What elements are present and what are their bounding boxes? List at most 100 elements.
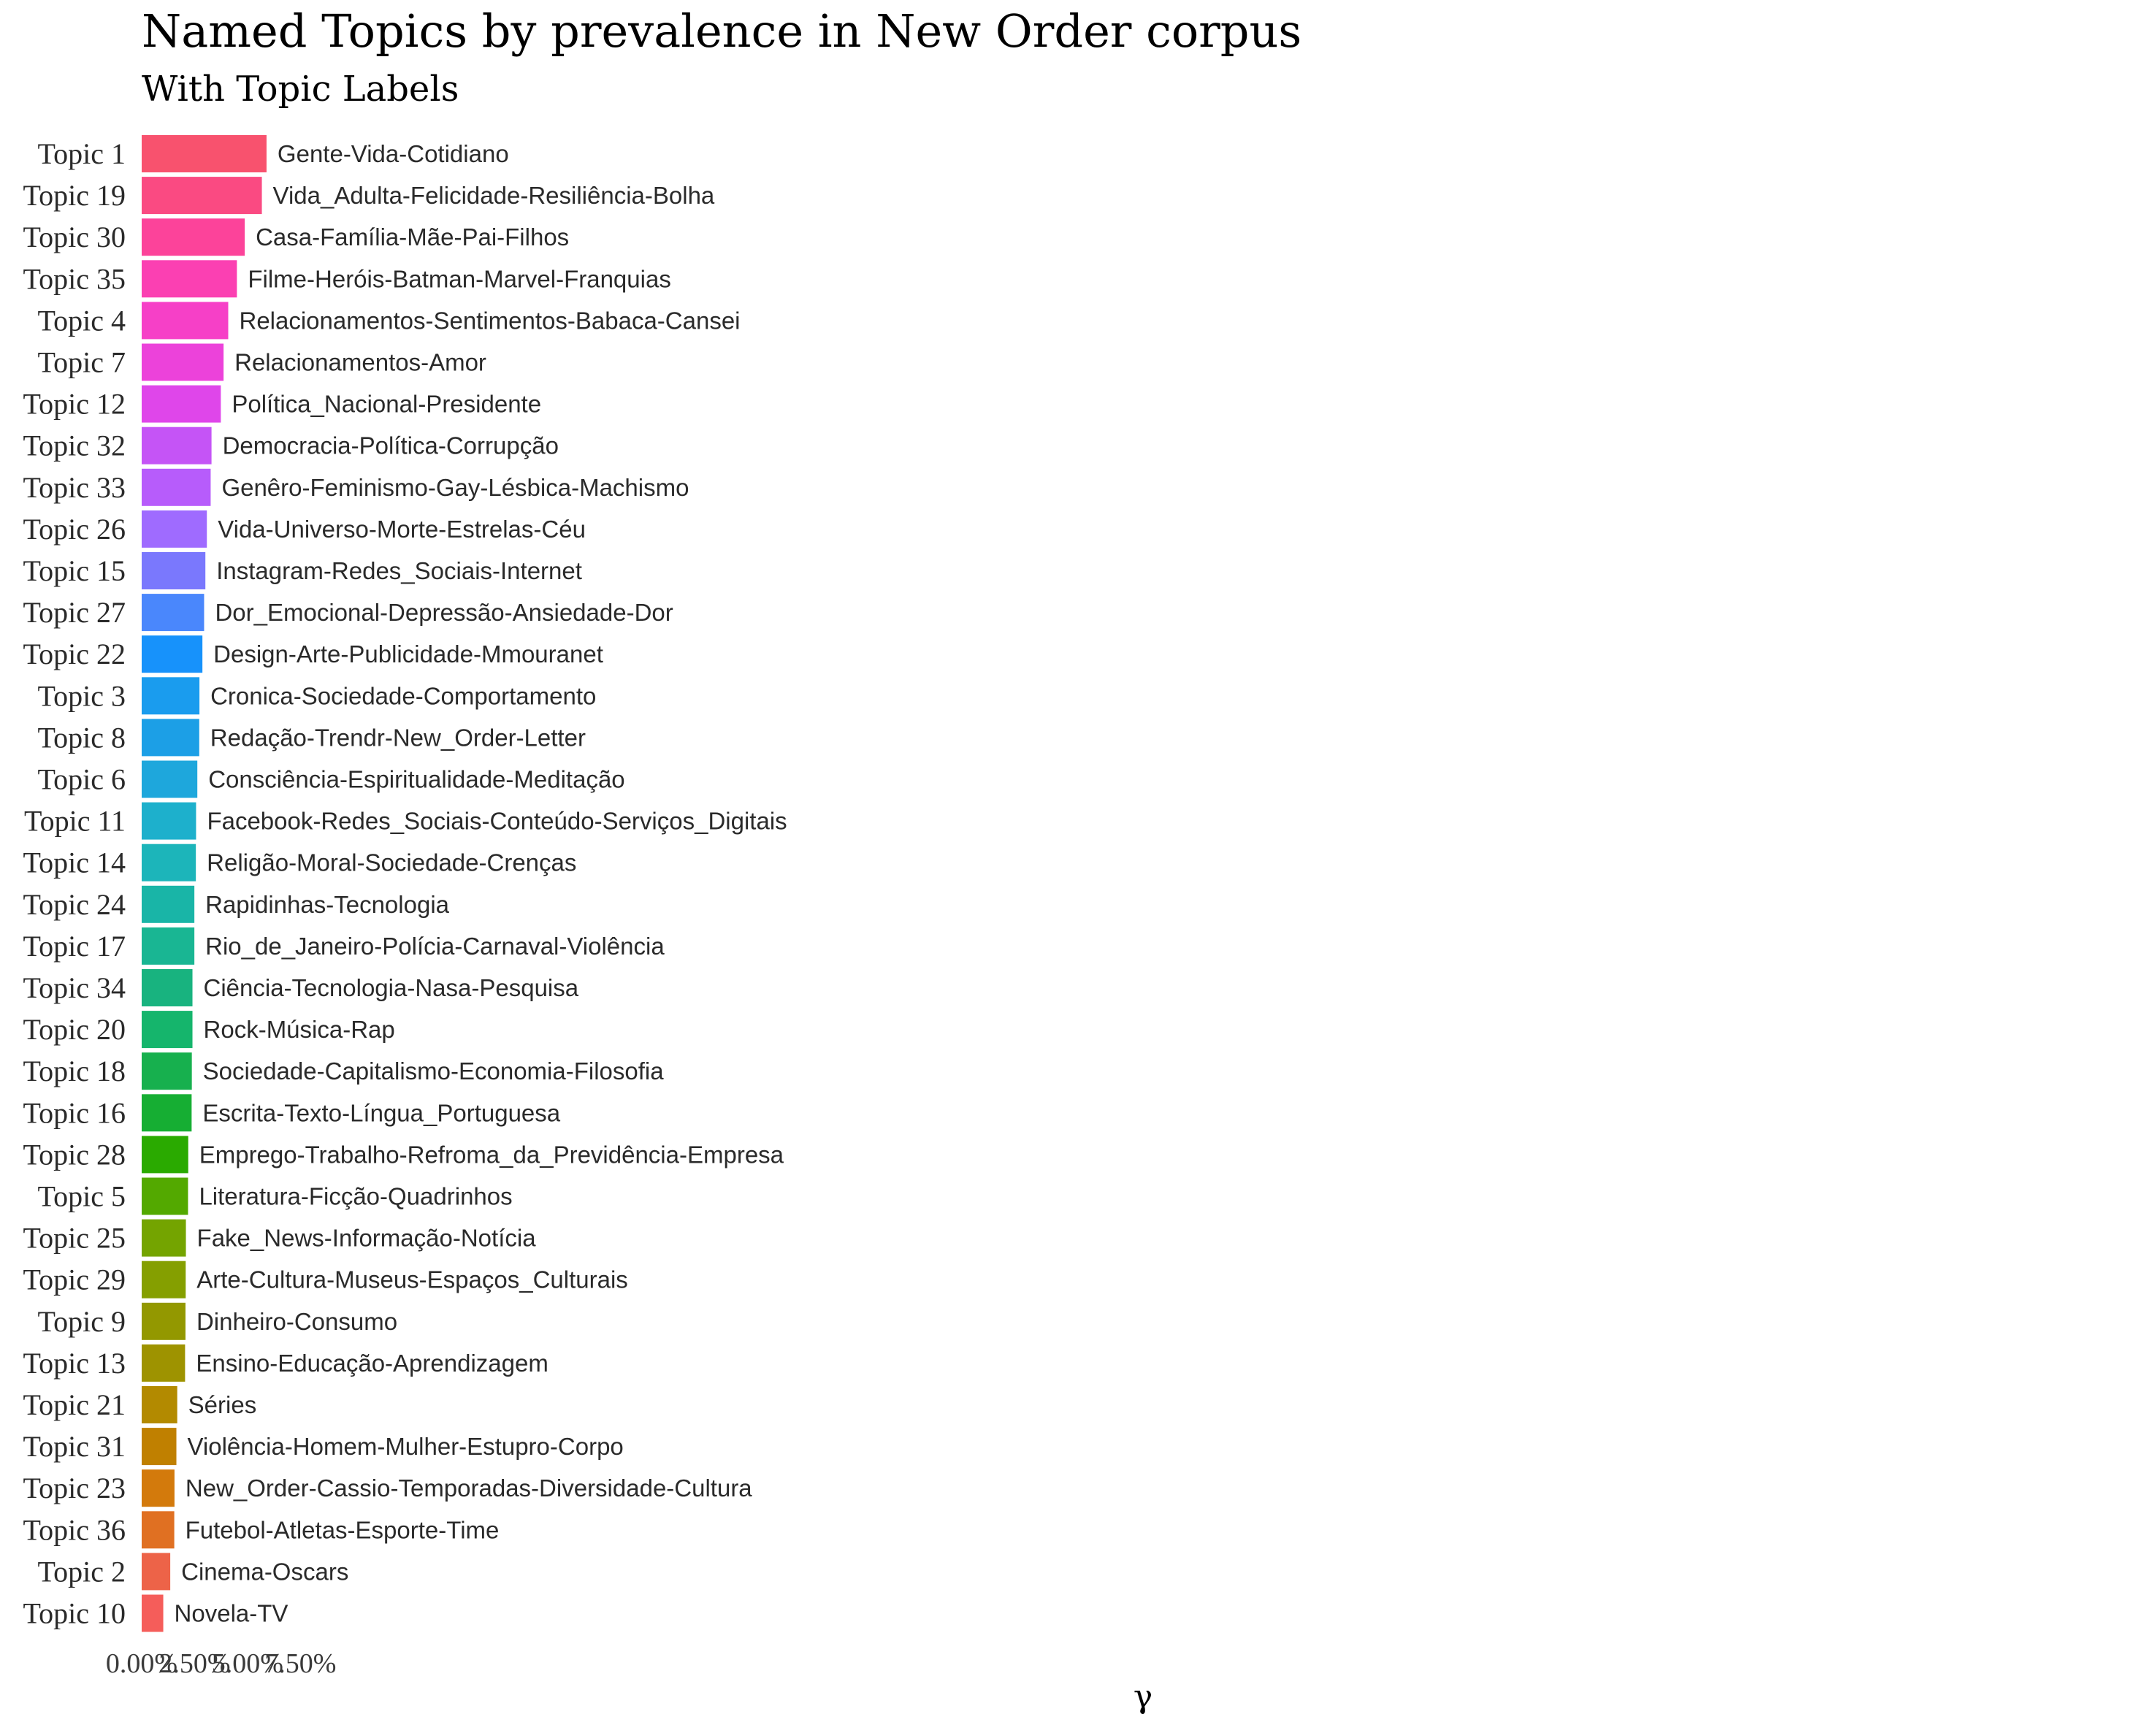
category-label: Topic 32 — [23, 429, 126, 462]
category-label: Topic 22 — [23, 638, 126, 670]
bar-label: Rio_de_Janeiro-Polícia-Carnaval-Violênci… — [205, 933, 665, 960]
category-label: Topic 5 — [37, 1180, 126, 1213]
bar — [142, 927, 195, 965]
bar — [142, 1094, 192, 1132]
bar-label: Dor_Emocional-Depressão-Ansiedade-Dor — [215, 599, 673, 626]
x-tick-label: 0.00% — [106, 1648, 177, 1679]
bar-label: Emprego-Trabalho-Refroma_da_Previdência-… — [199, 1141, 784, 1168]
bar — [142, 1011, 193, 1049]
category-label: Topic 35 — [23, 262, 126, 295]
bar — [142, 1219, 186, 1257]
bar-label: Séries — [188, 1391, 257, 1418]
category-labels: Topic 1 Topic 19 Topic 30 Topic 35 Topic 4 To… — [23, 137, 126, 1630]
category-label: Topic 18 — [23, 1055, 126, 1087]
category-label: Topic 6 — [37, 763, 126, 796]
category-label: Topic 15 — [23, 554, 126, 587]
bar — [142, 468, 211, 506]
category-label: Topic 14 — [23, 846, 126, 879]
bar-label: Vida_Adulta-Felicidade-Resiliência-Bolha — [273, 182, 715, 209]
bar-label: Genêro-Feminismo-Gay-Lésbica-Machismo — [221, 474, 689, 501]
bar-label: Casa-Família-Mãe-Pai-Filhos — [256, 223, 569, 250]
category-label: Topic 9 — [37, 1305, 126, 1338]
bars-layer — [142, 135, 267, 1632]
bar-label: Cinema-Oscars — [181, 1558, 348, 1585]
category-label: Topic 8 — [37, 721, 126, 754]
bar-label: Sociedade-Capitalismo-Economia-Filosofia — [203, 1057, 665, 1085]
bar — [142, 510, 207, 548]
bar — [142, 177, 262, 215]
bar-label: Religão-Moral-Sociedade-Crenças — [207, 849, 576, 876]
bar-label: Relacionamentos-Amor — [234, 349, 486, 376]
category-label: Topic 21 — [23, 1388, 126, 1421]
bar-label: Dinheiro-Consumo — [196, 1308, 397, 1335]
bar — [142, 552, 206, 589]
x-tick-label: 2.50% — [158, 1648, 230, 1679]
bar — [142, 969, 193, 1006]
category-label: Topic 36 — [23, 1513, 126, 1546]
category-label: Topic 13 — [23, 1347, 126, 1380]
x-axis-ticks: 0.00%2.50%5.00%7.50% — [106, 1648, 336, 1679]
x-tick-label: 7.50% — [264, 1648, 336, 1679]
bar-label: Arte-Cultura-Museus-Espaços_Culturais — [196, 1266, 628, 1293]
category-label: Topic 11 — [24, 805, 126, 838]
bar — [142, 343, 224, 381]
bar — [142, 1344, 186, 1382]
bar — [142, 1052, 192, 1090]
bar — [142, 427, 212, 464]
bar — [142, 1261, 186, 1298]
bar-label: Política_Nacional-Presidente — [232, 391, 541, 418]
category-label: Topic 17 — [23, 930, 126, 963]
bar — [142, 302, 229, 340]
bar — [142, 385, 221, 423]
category-label: Topic 31 — [23, 1430, 126, 1463]
category-label: Topic 28 — [23, 1138, 126, 1171]
bar-label: Vida-Universo-Morte-Estrelas-Céu — [218, 516, 586, 543]
bar-label: Design-Arte-Publicidade-Mmouranet — [213, 640, 603, 668]
bar — [142, 885, 195, 923]
bar-label: Instagram-Redes_Sociais-Internet — [216, 557, 582, 584]
bar — [142, 677, 200, 715]
bar-label: Ciência-Tecnologia-Nasa-Pesquisa — [204, 974, 579, 1001]
bar-label: Violência-Homem-Mulher-Estupro-Corpo — [188, 1433, 624, 1460]
category-label: Topic 29 — [23, 1263, 126, 1296]
bar — [142, 218, 245, 256]
bar — [142, 1302, 186, 1340]
category-label: Topic 16 — [23, 1096, 126, 1129]
category-label: Topic 20 — [23, 1013, 126, 1046]
bar — [142, 1469, 175, 1507]
bar — [142, 635, 203, 673]
x-axis-title: γ — [1134, 1678, 1152, 1716]
bar-label: Fake_News-Informação-Notícia — [197, 1225, 537, 1252]
bar — [142, 135, 267, 172]
bar — [142, 1386, 177, 1423]
bar-label: New_Order-Cassio-Temporadas-Diversidade-… — [186, 1475, 752, 1502]
category-label: Topic 34 — [23, 971, 126, 1004]
bar-label: Redação-Trendr-New_Order-Letter — [210, 724, 586, 751]
bar — [142, 719, 199, 757]
bar-label: Facebook-Redes_Sociais-Conteúdo-Serviços… — [207, 808, 787, 835]
category-label: Topic 12 — [23, 388, 126, 421]
category-label: Topic 25 — [23, 1222, 126, 1255]
bar-label: Filme-Heróis-Batman-Marvel-Franquias — [248, 265, 670, 292]
chart-title: Named Topics by prevalence in New Order … — [142, 4, 1302, 58]
category-label: Topic 30 — [23, 221, 126, 253]
chart-subtitle: With Topic Labels — [142, 69, 459, 110]
bar — [142, 1594, 164, 1632]
category-label: Topic 23 — [23, 1472, 126, 1504]
category-label: Topic 33 — [23, 471, 126, 504]
bar-label: Relacionamentos-Sentimentos-Babaca-Canse… — [239, 307, 740, 334]
bar-label: Democracia-Política-Corrupção — [223, 432, 559, 459]
bar — [142, 802, 196, 840]
bar — [142, 760, 198, 798]
bar-label: Novela-TV — [175, 1600, 288, 1627]
bar — [142, 844, 196, 881]
bar — [142, 1511, 175, 1549]
category-label: Topic 1 — [37, 137, 126, 170]
bar — [142, 1553, 171, 1591]
bar-label: Rock-Música-Rap — [204, 1016, 395, 1043]
bar — [142, 594, 204, 632]
x-tick-label: 5.00% — [212, 1648, 283, 1679]
category-label: Topic 3 — [37, 679, 126, 712]
bar-label: Consciência-Espiritualidade-Meditação — [208, 766, 624, 793]
